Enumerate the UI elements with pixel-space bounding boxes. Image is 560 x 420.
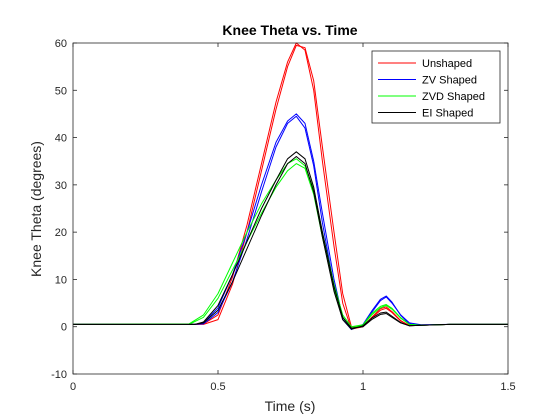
y-tick-label: 50 [55,85,67,97]
series-line-ei-shaped-2 [73,156,508,330]
y-tick-label: 10 [55,274,67,286]
legend-label-zvd-shaped: ZVD Shaped [422,91,485,103]
y-tick-label: 20 [55,227,67,239]
legend-label-zv-shaped: ZV Shaped [422,75,477,87]
y-tick-label: 40 [55,133,67,145]
y-axis-title: Knee Theta (degrees) [28,141,44,277]
legend-label-unshaped: Unshaped [422,58,472,70]
x-tick-label: 1 [360,381,366,393]
series-ei-shaped [73,151,508,330]
x-axis-title: Time (s) [265,398,316,414]
x-tick-label: 0.5 [210,381,225,393]
y-tick-label: 60 [55,38,67,50]
legend: Unshaped ZV Shaped ZVD Shaped EI Shaped [371,50,501,124]
series-line-zv-shaped-2 [73,115,508,331]
y-tick-label: 0 [61,322,67,334]
axes-layer [72,42,509,375]
y-tick-label: 30 [55,180,67,192]
series-zv-shaped [73,113,508,331]
x-tick-label: 1.5 [500,381,515,393]
chart-title: Knee Theta vs. Time [222,22,357,38]
x-tick-label: 0 [70,381,76,393]
axes-box [72,42,509,375]
legend-label-ei-shaped: EI Shaped [422,108,473,120]
y-tick-label: -10 [51,369,67,381]
series-layer [72,42,508,331]
